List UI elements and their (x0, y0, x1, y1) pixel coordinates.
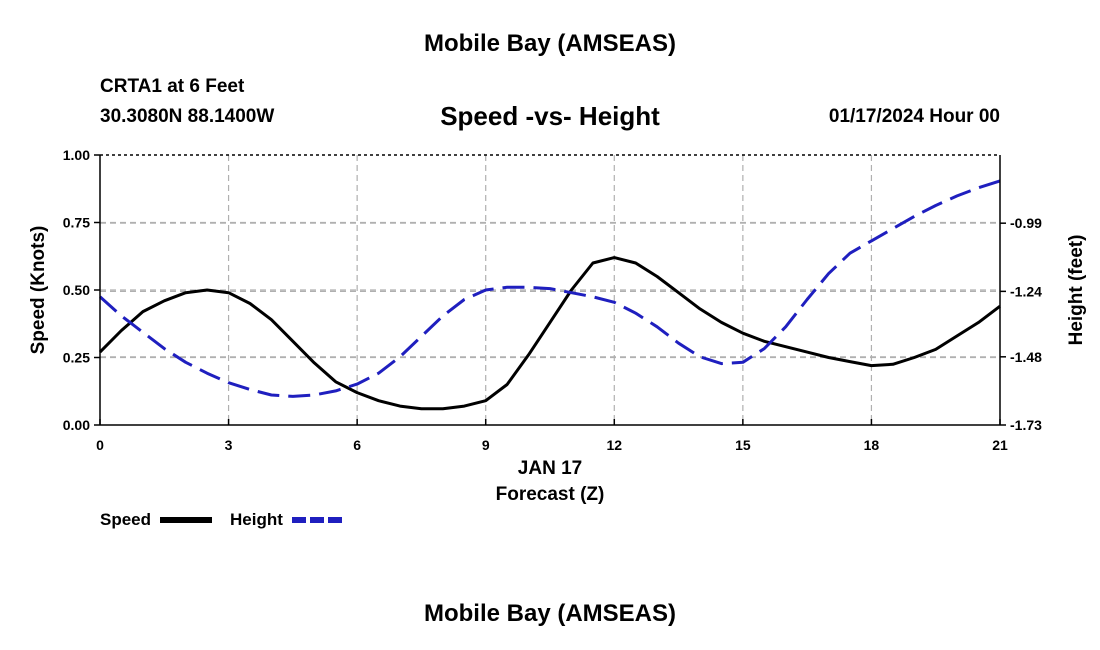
x-tick-label: 15 (735, 437, 751, 453)
x-tick-label: 6 (353, 437, 361, 453)
y-tick-label: 0.75 (63, 215, 90, 231)
footer-title: Mobile Bay (AMSEAS) (423, 600, 677, 627)
y2-axis-label: Height (feet) (1066, 235, 1087, 346)
page-title: Mobile Bay (AMSEAS) (423, 30, 677, 57)
x-tick-label: 9 (482, 437, 490, 453)
station-coordinates: 30.3080N 88.1400W (100, 106, 275, 127)
date-label: JAN 17 (518, 458, 582, 479)
forecast-datetime: 01/17/2024 Hour 00 (828, 106, 1000, 127)
x-tick-label: 0 (96, 437, 104, 453)
x-tick-label: 12 (606, 437, 622, 453)
x-tick-label: 3 (225, 437, 233, 453)
x-tick-label: 21 (992, 437, 1008, 453)
legend-speed-label: Speed (100, 510, 151, 529)
y-tick-label: 0.50 (63, 282, 90, 298)
legend-height-label: Height (230, 510, 283, 529)
y-axis-label: Speed (Knots) (28, 226, 49, 355)
y2-tick-label: -1.73 (1010, 417, 1042, 433)
y-tick-label: 0.25 (63, 350, 90, 366)
y2-tick-label: -0.99 (1010, 215, 1042, 231)
y-tick-label: 0.00 (63, 417, 90, 433)
y2-tick-label: -1.48 (1010, 349, 1042, 365)
y-tick-label: 1.00 (63, 147, 90, 163)
x-axis-label: Forecast (Z) (496, 484, 605, 505)
chart-subtitle: Speed -vs- Height (440, 101, 660, 131)
speed-series-line (98, 256, 1001, 411)
station-label: CRTA1 at 6 Feet (100, 76, 245, 97)
height-series-line (99, 179, 1001, 398)
x-tick-label: 18 (864, 437, 880, 453)
y2-tick-label: -1.24 (1010, 283, 1042, 299)
